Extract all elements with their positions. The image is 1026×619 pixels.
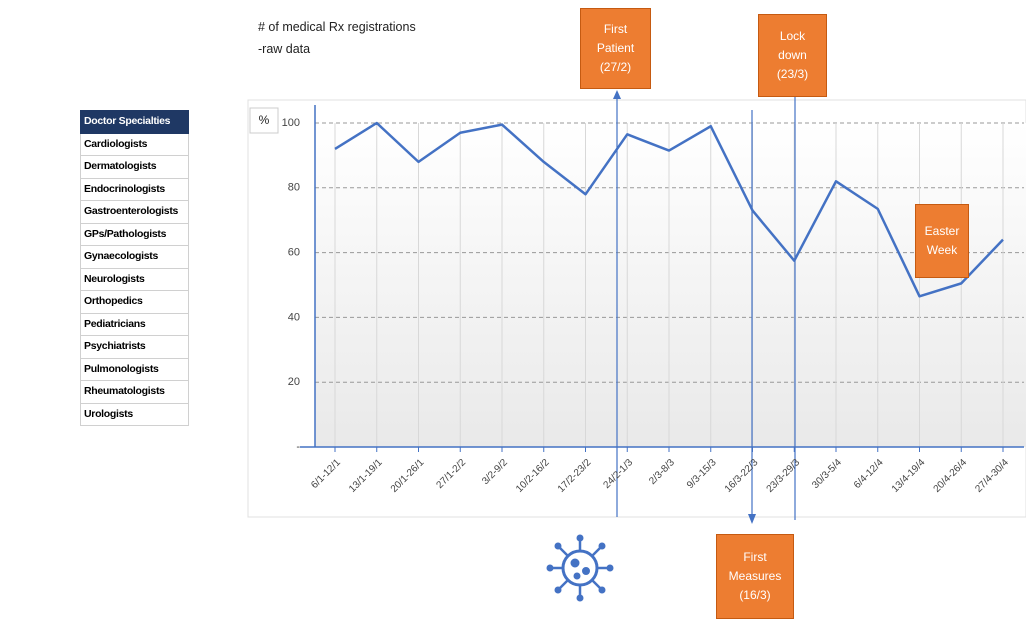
data-line (334, 121, 1004, 298)
y-tick-label: 60 (288, 247, 300, 259)
y-tick-label: 80 (288, 182, 300, 194)
y-axis-label: % (259, 113, 270, 127)
lockdown-box: Lock down (23/3) (758, 14, 827, 97)
list-item: Cardiologists (80, 133, 189, 156)
annotation-text: First (603, 22, 628, 36)
y-tick-label: 20 (288, 376, 300, 388)
virus-icon (546, 534, 614, 602)
list-item: Rheumatologists (80, 381, 189, 404)
y-tick-label: 100 (282, 117, 300, 129)
annotation-text: (16/3) (739, 588, 771, 602)
arrow (748, 514, 756, 524)
chart-subtitle: -raw data (258, 42, 311, 56)
annotation-text: down (778, 48, 807, 62)
annotation-text: Lock (779, 29, 806, 43)
first-patient-box: First Patient (27/2) (580, 8, 651, 89)
list-item: Neurologists (80, 268, 189, 291)
annotation-text: Week (926, 243, 958, 257)
list-item: Dermatologists (80, 156, 189, 179)
list-item: Gynaecologists (80, 246, 189, 269)
annotation-text: (23/3) (776, 67, 809, 81)
plot-area (315, 123, 1026, 447)
list-item: Pulmonologists (80, 358, 189, 381)
list-item: Orthopedics (80, 291, 189, 314)
annotation-text: Measures (728, 569, 782, 583)
y-tick-label: 40 (288, 311, 300, 323)
annotation-text: First (743, 550, 767, 564)
list-item: Pediatricians (80, 313, 189, 336)
y-tick-label: - (296, 441, 300, 453)
annotation-text: Patient (596, 41, 635, 55)
easter-box: Easter Week (915, 204, 969, 278)
list-item: Gastroenterologists (80, 201, 189, 224)
list-item: Endocrinologists (80, 178, 189, 201)
y-label-box (249, 107, 279, 134)
annotation-text: Easter (924, 224, 960, 238)
arrow (613, 90, 621, 99)
list-item: Psychiatrists (80, 336, 189, 359)
annotation-text: (27/2) (599, 60, 632, 74)
specialty-list: Doctor Specialties Cardiologists Dermatol… (80, 110, 189, 426)
chart-title: # of medical Rx registrations (258, 20, 416, 34)
list-item: GPs/Pathologists (80, 223, 189, 246)
list-item: Urologists (80, 403, 189, 426)
list-header: Doctor Specialties (80, 110, 189, 134)
first-measures-box: First Measures (16/3) (716, 534, 794, 619)
